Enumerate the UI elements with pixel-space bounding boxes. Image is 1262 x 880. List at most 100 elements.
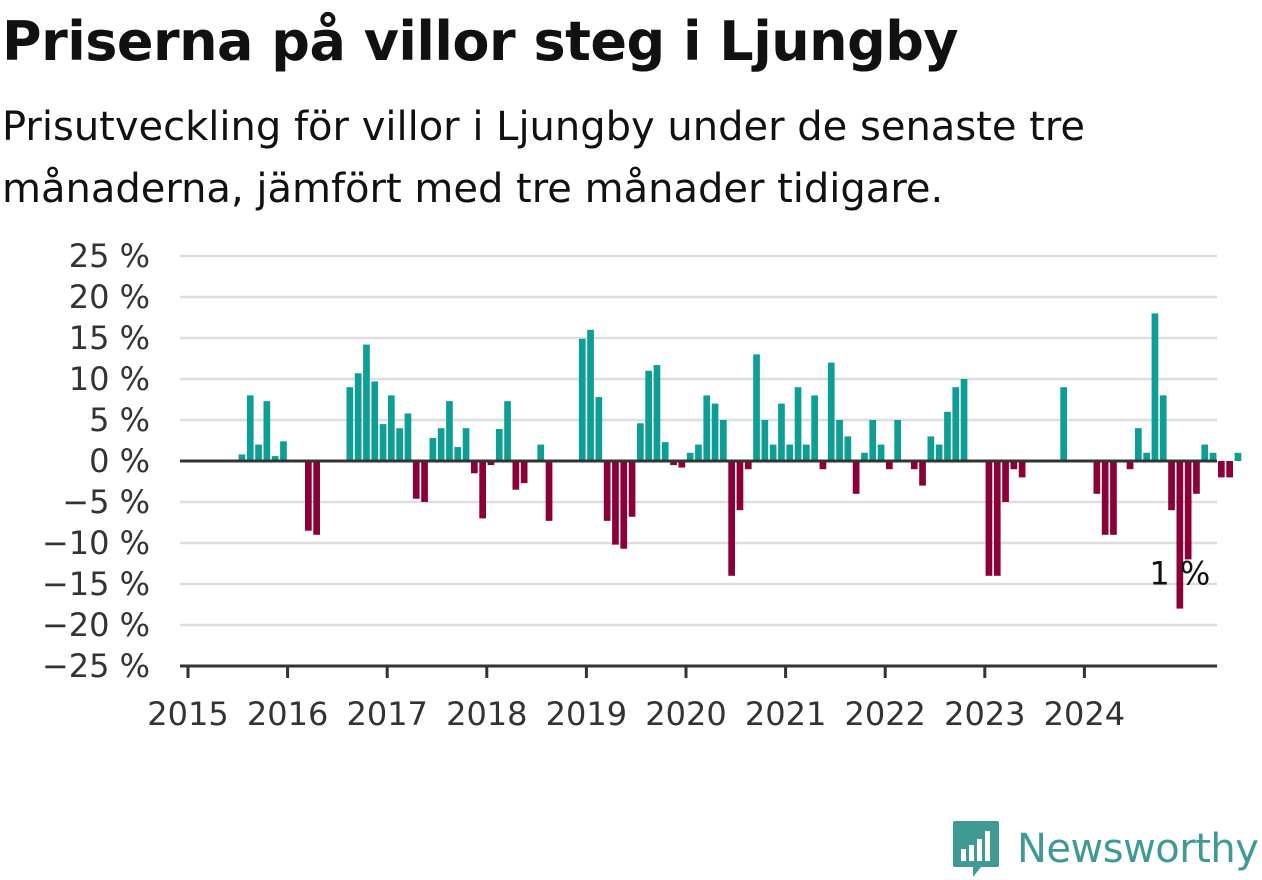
- bar: [661, 442, 669, 461]
- y-tick-label: 15 %: [69, 319, 150, 357]
- bar: [919, 461, 926, 486]
- brand-name: Newsworthy: [1017, 826, 1259, 872]
- bar: [1135, 428, 1142, 461]
- bar: [670, 461, 677, 466]
- bar: [811, 395, 818, 461]
- y-tick-label: 10 %: [69, 360, 150, 398]
- y-tick-label: 0 %: [89, 442, 150, 480]
- bar: [620, 461, 628, 549]
- bar: [960, 379, 968, 461]
- bar: [927, 436, 935, 461]
- bar: [1002, 461, 1009, 502]
- bar: [1093, 461, 1101, 494]
- bar: [446, 401, 453, 461]
- y-axis-ticks: 25 %20 %15 %10 %5 %0 %−5 %−10 %−15 %−20 …: [42, 237, 150, 685]
- bar: [454, 447, 462, 461]
- x-tick-label: 2022: [844, 695, 925, 733]
- bar: [1184, 461, 1192, 560]
- bar: [736, 461, 744, 511]
- bar: [388, 395, 395, 461]
- bar: [753, 354, 760, 461]
- bar: [246, 395, 254, 461]
- bar: [603, 461, 611, 521]
- bar: [695, 444, 702, 461]
- bar: [686, 452, 694, 461]
- bar: [1010, 461, 1018, 470]
- bar: [1176, 461, 1184, 609]
- bar: [1060, 387, 1067, 461]
- bar: [678, 461, 686, 468]
- bar: [836, 420, 843, 461]
- x-tick-label: 2018: [446, 695, 527, 733]
- bar: [1018, 461, 1026, 478]
- bar: [238, 454, 246, 461]
- bar: [1226, 461, 1233, 478]
- bar: [1101, 461, 1109, 535]
- y-tick-label: −20 %: [42, 606, 150, 644]
- y-tick-label: 20 %: [69, 278, 150, 316]
- bar: [487, 461, 495, 466]
- bar: [545, 461, 553, 521]
- chart-subtitle: Prisutveckling för villor i Ljungby unde…: [2, 104, 1086, 212]
- bar: [794, 387, 802, 461]
- bar: [346, 387, 354, 461]
- bar: [429, 438, 437, 461]
- bar: [437, 428, 445, 461]
- bar: [985, 461, 993, 576]
- y-tick-label: −5 %: [62, 483, 150, 521]
- bar: [462, 428, 470, 461]
- bar: [354, 373, 362, 461]
- bar: [886, 461, 893, 470]
- bar: [520, 461, 528, 484]
- bar: [844, 436, 852, 461]
- y-tick-label: 5 %: [89, 401, 150, 439]
- bar: [371, 381, 379, 461]
- bar: [578, 338, 586, 461]
- bar: [952, 387, 960, 461]
- bar: [504, 401, 511, 461]
- bar: [587, 329, 594, 461]
- bar: [479, 461, 486, 519]
- bar: [313, 461, 320, 535]
- x-tick-label: 2016: [247, 695, 328, 733]
- bar: [877, 444, 885, 461]
- x-tick-label: 2020: [645, 695, 726, 733]
- y-tick-label: −15 %: [42, 565, 150, 603]
- bar: [861, 452, 868, 461]
- bar: [1168, 461, 1175, 511]
- bar: [1218, 461, 1225, 478]
- bar: [803, 444, 810, 461]
- bar: [1234, 452, 1242, 461]
- bar: [786, 444, 794, 461]
- bar: [512, 461, 520, 490]
- bar: [1126, 461, 1134, 470]
- chart-title: Priserna på villor steg i Ljungby: [2, 10, 959, 73]
- bar: [703, 395, 711, 461]
- bar: [396, 428, 403, 461]
- x-axis-ticks: 2015 2016 2017 2018 2019 2020 2021 2022 2023 2024: [147, 666, 1125, 733]
- bar: [910, 461, 918, 470]
- bar: [305, 461, 312, 531]
- bar: [1201, 444, 1209, 461]
- bar: [894, 420, 901, 461]
- bar: [1193, 461, 1200, 494]
- bar: [363, 344, 370, 461]
- x-tick-label: 2021: [745, 695, 826, 733]
- x-tick-label: 2023: [944, 695, 1025, 733]
- bar: [1151, 313, 1159, 461]
- bar: [379, 424, 387, 461]
- bar: [471, 461, 478, 474]
- bar: [645, 370, 652, 461]
- bar: [1159, 395, 1167, 461]
- x-tick-label: 2024: [1044, 695, 1125, 733]
- bar: [827, 362, 835, 461]
- bar: [852, 461, 860, 494]
- newsworthy-logo: Newsworthy: [951, 818, 1259, 880]
- bar: [271, 456, 279, 461]
- bar: [612, 461, 619, 545]
- y-tick-label: −25 %: [42, 647, 150, 685]
- bar: [628, 461, 636, 517]
- x-tick-label: 2019: [546, 695, 627, 733]
- bar: [263, 401, 271, 461]
